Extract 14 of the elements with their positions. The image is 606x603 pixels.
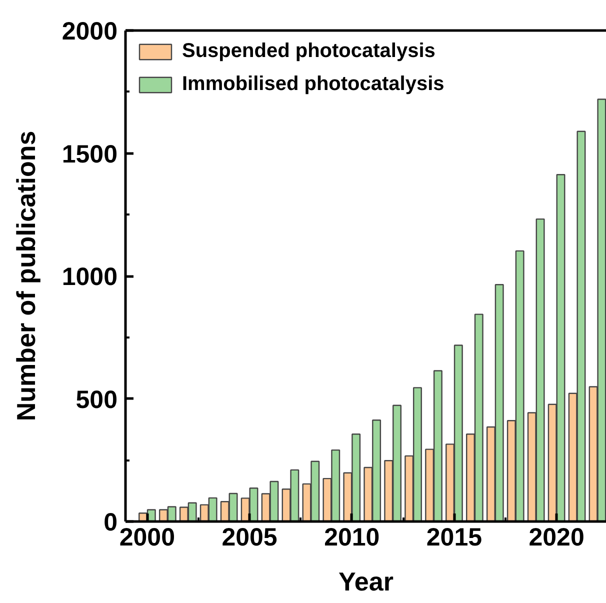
- x-tick-label: 2000: [119, 524, 176, 552]
- y-tick-label: 1000: [62, 263, 118, 291]
- x-tick-label: 2005: [222, 524, 278, 552]
- x-tick-label: 2020: [528, 524, 584, 552]
- y-axis-title: Number of publications: [10, 130, 41, 422]
- legend-label: Immobilised photocatalysis: [182, 73, 444, 96]
- x-tick-label: 2010: [324, 524, 380, 552]
- y-tick-label: 0: [104, 508, 118, 536]
- y-tick-label: 1500: [62, 140, 118, 168]
- x-axis-title: Year: [338, 566, 394, 596]
- y-tick-label: 500: [76, 386, 118, 414]
- x-tick-label: 2015: [426, 524, 482, 552]
- y-tick-label: 2000: [62, 18, 118, 46]
- legend-label: Suspended photocatalysis: [182, 40, 436, 63]
